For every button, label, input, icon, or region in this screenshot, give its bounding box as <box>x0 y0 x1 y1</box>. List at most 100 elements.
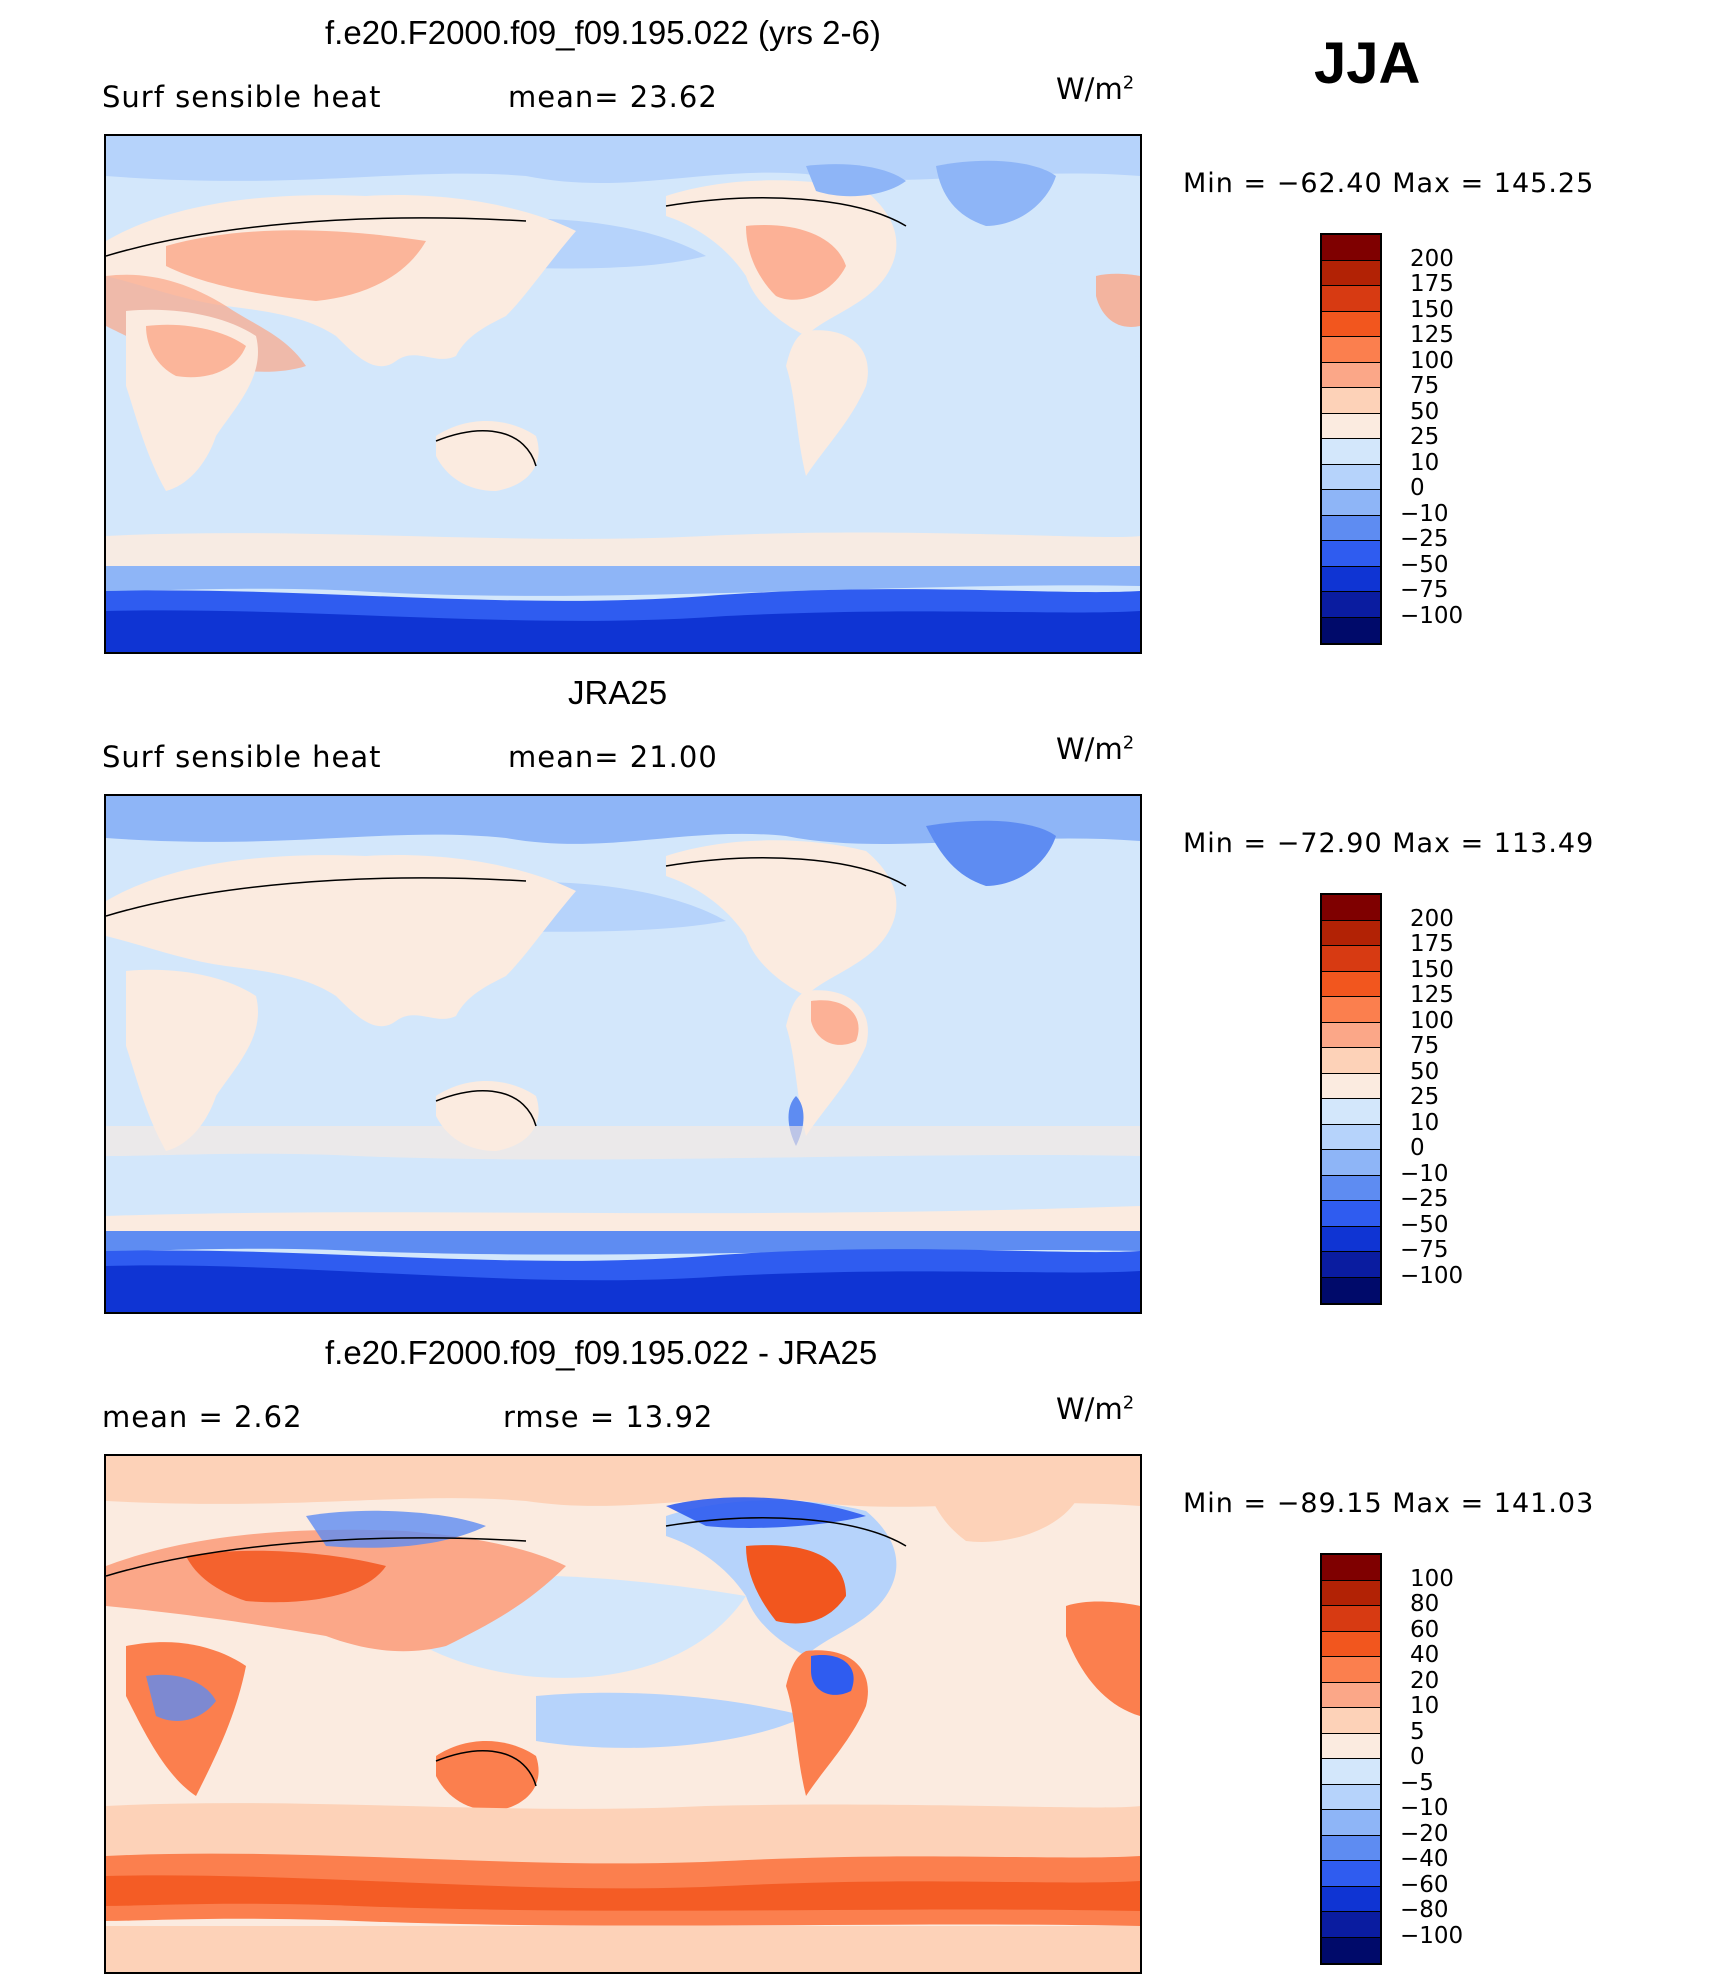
colorbar-segment <box>1322 541 1380 567</box>
colorbar-tick-label: 25 <box>1410 1084 1440 1110</box>
colorbar-segment <box>1322 566 1380 592</box>
colorbar-tick-label: 125 <box>1410 322 1454 348</box>
colorbar-tick-label: 25 <box>1410 424 1440 450</box>
colorbar-segment <box>1322 1733 1380 1759</box>
panel-3-units: W/m2 <box>1056 1392 1135 1426</box>
colorbar-tick-label: −100 <box>1400 1922 1464 1949</box>
colorbar-segment <box>1322 1657 1380 1683</box>
colorbar-tick-label: −25 <box>1400 1186 1449 1212</box>
colorbar-tick-label: 80 <box>1410 1591 1440 1617</box>
colorbar-segment <box>1322 1861 1380 1887</box>
panel-1-title: f.e20.F2000.f09_f09.195.022 (yrs 2-6) <box>325 14 881 51</box>
colorbar-segment <box>1322 439 1380 465</box>
colorbar-tick-label: 100 <box>1410 1565 1454 1592</box>
colorbar-tick-label: 0 <box>1410 1135 1425 1161</box>
panel-2-title: JRA25 <box>568 674 668 711</box>
panel-1-colorbar <box>1320 233 1382 645</box>
colorbar-tick-label: 5 <box>1410 1718 1425 1745</box>
colorbar-tick-label: −50 <box>1400 551 1449 578</box>
colorbar-segment <box>1322 1912 1380 1938</box>
colorbar-segment <box>1322 997 1380 1023</box>
colorbar-segment <box>1322 946 1380 972</box>
colorbar-tick-label: 50 <box>1410 398 1440 425</box>
colorbar-segment <box>1322 1708 1380 1734</box>
colorbar-tick-label: 150 <box>1410 296 1454 323</box>
colorbar-segment <box>1322 1835 1380 1861</box>
colorbar-tick-label: −10 <box>1400 1795 1449 1821</box>
colorbar-segment <box>1322 971 1380 997</box>
colorbar-segment <box>1322 1099 1380 1125</box>
colorbar-segment <box>1322 1759 1380 1785</box>
colorbar-segment <box>1322 1073 1380 1099</box>
panel-3-map <box>104 1454 1142 1974</box>
colorbar-segment <box>1322 1937 1380 1963</box>
colorbar-tick-label: 75 <box>1410 373 1440 399</box>
colorbar-tick-label: 75 <box>1410 1033 1440 1059</box>
colorbar-tick-label: −5 <box>1400 1769 1434 1796</box>
colorbar-segment <box>1322 1580 1380 1606</box>
colorbar-tick-label: 50 <box>1410 1058 1440 1085</box>
colorbar-tick-label: 60 <box>1410 1616 1440 1643</box>
colorbar-segment <box>1322 1886 1380 1912</box>
colorbar-tick-label: −10 <box>1400 500 1449 527</box>
colorbar-tick-label: −60 <box>1400 1871 1449 1898</box>
panel-2-minmax: Min = −72.90 Max = 113.49 <box>1183 828 1595 859</box>
colorbar-segment <box>1322 1150 1380 1176</box>
colorbar-tick-label: 150 <box>1410 956 1454 983</box>
colorbar-segment <box>1322 286 1380 312</box>
colorbar-segment <box>1322 1124 1380 1150</box>
colorbar-segment <box>1322 1277 1380 1303</box>
colorbar-tick-label: −100 <box>1400 1262 1464 1289</box>
colorbar-segment <box>1322 260 1380 286</box>
panel-2-map <box>104 794 1142 1314</box>
panel-2-colorbar <box>1320 893 1382 1305</box>
colorbar-tick-label: 20 <box>1410 1667 1440 1694</box>
panel-1-variable-label: Surf sensible heat <box>102 80 382 114</box>
colorbar-segment <box>1322 388 1380 414</box>
colorbar-tick-label: −80 <box>1400 1897 1449 1923</box>
season-label: JJA <box>1314 31 1421 96</box>
colorbar-tick-label: 200 <box>1410 905 1454 932</box>
colorbar-tick-label: −20 <box>1400 1820 1449 1847</box>
colorbar-tick-label: 40 <box>1410 1642 1440 1668</box>
colorbar-segment <box>1322 490 1380 516</box>
colorbar-tick-label: −75 <box>1400 1237 1449 1263</box>
colorbar-segment <box>1322 920 1380 946</box>
colorbar-tick-label: −10 <box>1400 1160 1449 1187</box>
colorbar-tick-label: −25 <box>1400 526 1449 552</box>
colorbar-segment <box>1322 1175 1380 1201</box>
colorbar-segment <box>1322 1048 1380 1074</box>
colorbar-segment <box>1322 337 1380 363</box>
colorbar-segment <box>1322 1555 1380 1581</box>
colorbar-segment <box>1322 617 1380 643</box>
colorbar-tick-label: 125 <box>1410 982 1454 1008</box>
colorbar-segment <box>1322 1226 1380 1252</box>
colorbar-tick-label: 100 <box>1410 1007 1454 1034</box>
panel-3-rmse-label: rmse = 13.92 <box>503 1400 714 1434</box>
colorbar-tick-label: 200 <box>1410 245 1454 272</box>
colorbar-segment <box>1322 1252 1380 1278</box>
colorbar-tick-label: 10 <box>1410 1693 1440 1719</box>
colorbar-segment <box>1322 235 1380 261</box>
colorbar-segment <box>1322 1810 1380 1836</box>
panel-2-mean-label: mean= 21.00 <box>508 740 718 774</box>
colorbar-tick-label: 10 <box>1410 449 1440 476</box>
panel-1-map <box>104 134 1142 654</box>
panel-3-minmax: Min = −89.15 Max = 141.03 <box>1183 1488 1595 1519</box>
panel-3-mean-label: mean = 2.62 <box>102 1400 303 1434</box>
panel-2-variable-label: Surf sensible heat <box>102 740 382 774</box>
colorbar-tick-label: −40 <box>1400 1846 1449 1872</box>
colorbar-tick-label: 0 <box>1410 475 1425 501</box>
panel-2-units: W/m2 <box>1056 732 1135 766</box>
colorbar-segment <box>1322 1784 1380 1810</box>
colorbar-tick-label: −100 <box>1400 602 1464 629</box>
colorbar-tick-label: −75 <box>1400 577 1449 603</box>
panel-1-minmax: Min = −62.40 Max = 145.25 <box>1183 168 1595 199</box>
panel-3-title: f.e20.F2000.f09_f09.195.022 - JRA25 <box>325 1334 878 1371</box>
colorbar-segment <box>1322 311 1380 337</box>
colorbar-segment <box>1322 592 1380 618</box>
colorbar-segment <box>1322 1631 1380 1657</box>
colorbar-tick-label: 0 <box>1410 1744 1425 1770</box>
colorbar-tick-label: −50 <box>1400 1211 1449 1238</box>
colorbar-tick-label: 175 <box>1410 271 1454 297</box>
